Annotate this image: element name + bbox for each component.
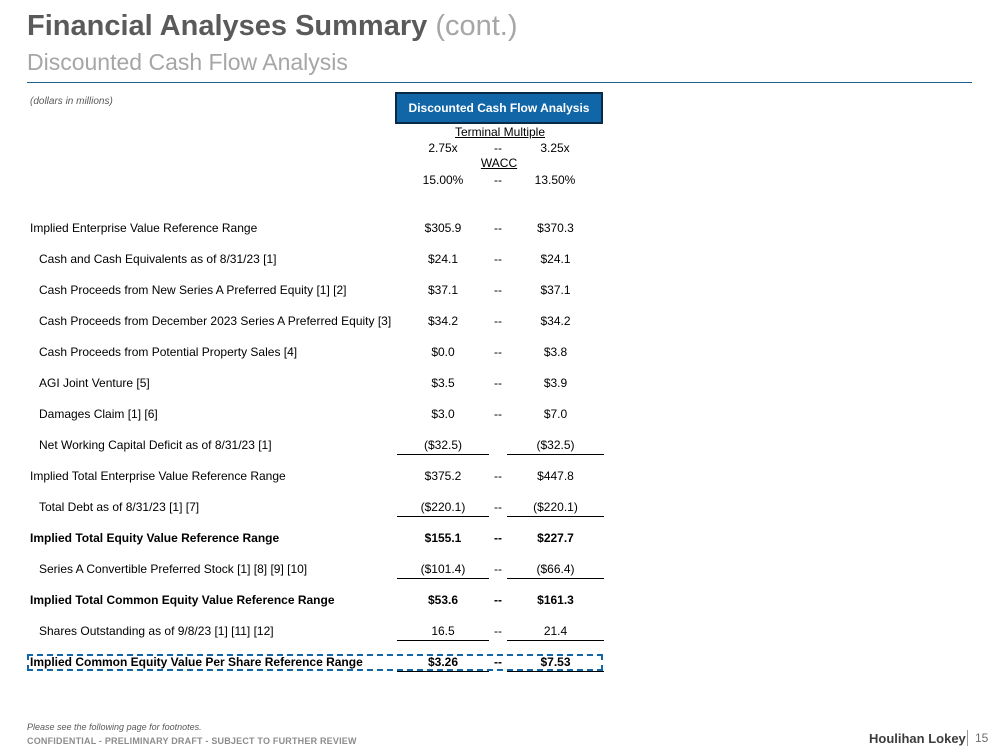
table-row: Shares Outstanding as of 9/8/23 [1] [11]… xyxy=(0,624,620,642)
row-high-value: $227.7 xyxy=(537,531,574,545)
row-label: Series A Convertible Preferred Stock [1]… xyxy=(39,562,308,576)
row-label: AGI Joint Venture [5] xyxy=(39,376,150,390)
row-high-value: $24.1 xyxy=(540,252,571,266)
wacc-low: 15.00% xyxy=(422,173,464,187)
dcf-column-header-label: Discounted Cash Flow Analysis xyxy=(408,101,590,115)
table-row: Implied Enterprise Value Reference Range… xyxy=(0,221,620,239)
row-high-value: $447.8 xyxy=(537,469,574,483)
row-high-value: $370.3 xyxy=(537,221,574,235)
row-high-value: ($32.5) xyxy=(507,438,604,455)
row-separator: -- xyxy=(494,221,502,235)
wacc-high: 13.50% xyxy=(534,173,576,187)
row-label: Shares Outstanding as of 9/8/23 [1] [11]… xyxy=(39,624,274,638)
row-label: Implied Total Equity Value Reference Ran… xyxy=(30,531,280,545)
table-row: Cash Proceeds from December 2023 Series … xyxy=(0,314,620,332)
confidentiality-notice: CONFIDENTIAL - PRELIMINARY DRAFT - SUBJE… xyxy=(27,736,357,746)
row-label: Total Debt as of 8/31/23 [1] [7] xyxy=(39,500,200,514)
terminal-multiple-high: 3.25x xyxy=(540,141,570,155)
row-high-value: $7.0 xyxy=(543,407,568,421)
row-high-value: $7.53 xyxy=(507,655,604,672)
terminal-multiple-label: Terminal Multiple xyxy=(454,125,546,139)
row-low-value: $24.1 xyxy=(427,252,459,266)
page-number: 15 xyxy=(975,731,989,745)
table-row: Implied Total Equity Value Reference Ran… xyxy=(0,531,620,549)
table-row: AGI Joint Venture [5] $3.5 -- $3.9 xyxy=(0,376,620,394)
row-label: Implied Total Common Equity Value Refere… xyxy=(30,593,335,607)
row-label: Implied Common Equity Value Per Share Re… xyxy=(30,655,363,669)
footnote-reference: Please see the following page for footno… xyxy=(27,722,202,732)
highlight-box xyxy=(27,654,603,671)
row-label: Net Working Capital Deficit as of 8/31/2… xyxy=(39,438,272,452)
row-high-value: $34.2 xyxy=(540,314,571,328)
row-label: Implied Total Enterprise Value Reference… xyxy=(30,469,286,483)
row-separator: -- xyxy=(494,531,502,545)
table-row: Total Debt as of 8/31/23 [1] [7] ($220.1… xyxy=(0,500,620,518)
row-low-value: ($220.1) xyxy=(397,500,489,517)
table-row: Series A Convertible Preferred Stock [1]… xyxy=(0,562,620,580)
table-row: Cash and Cash Equivalents as of 8/31/23 … xyxy=(0,252,620,270)
dcf-column-header: Discounted Cash Flow Analysis xyxy=(395,92,603,124)
row-low-value: $0.0 xyxy=(431,345,455,359)
title-divider xyxy=(27,82,972,83)
row-separator: -- xyxy=(494,376,502,390)
brand-logo: Houlihan Lokey xyxy=(869,731,966,746)
row-low-value: ($32.5) xyxy=(397,438,489,455)
row-label: Damages Claim [1] [6] xyxy=(39,407,158,421)
row-separator: -- xyxy=(494,283,502,297)
page-title: Financial Analyses Summary (cont.) xyxy=(27,10,518,43)
table-row: Damages Claim [1] [6] $3.0 -- $7.0 xyxy=(0,407,620,425)
row-low-value: $155.1 xyxy=(424,531,462,545)
page-title-suffix: (cont.) xyxy=(435,10,518,42)
row-separator: -- xyxy=(494,500,502,514)
row-label: Cash Proceeds from December 2023 Series … xyxy=(39,314,392,328)
row-label: Cash Proceeds from Potential Property Sa… xyxy=(39,345,298,359)
row-low-value: ($101.4) xyxy=(397,562,489,579)
row-separator: -- xyxy=(494,593,502,607)
row-low-value: $375.2 xyxy=(424,469,462,483)
table-row: Cash Proceeds from Potential Property Sa… xyxy=(0,345,620,363)
row-high-value: ($66.4) xyxy=(507,562,604,579)
wacc-sep: -- xyxy=(494,173,502,187)
row-separator: -- xyxy=(494,562,502,576)
units-note: (dollars in millions) xyxy=(30,96,113,107)
row-label: Cash Proceeds from New Series A Preferre… xyxy=(39,283,347,297)
row-separator: -- xyxy=(494,345,502,359)
row-high-value: 21.4 xyxy=(507,624,604,641)
page-title-main: Financial Analyses Summary xyxy=(27,10,428,42)
row-separator: -- xyxy=(494,655,502,669)
row-separator: -- xyxy=(494,469,502,483)
row-separator: -- xyxy=(494,252,502,266)
terminal-multiple-sep: -- xyxy=(494,141,502,155)
row-separator: -- xyxy=(494,407,502,421)
table-row-highlighted: Implied Common Equity Value Per Share Re… xyxy=(0,655,620,673)
row-separator: -- xyxy=(494,314,502,328)
row-high-value: ($220.1) xyxy=(507,500,604,517)
row-high-value: $3.8 xyxy=(543,345,568,359)
table-row: Cash Proceeds from New Series A Preferre… xyxy=(0,283,620,301)
row-low-value: 16.5 xyxy=(397,624,489,641)
row-high-value: $37.1 xyxy=(540,283,571,297)
row-high-value: $3.9 xyxy=(543,376,568,390)
row-low-value: $37.1 xyxy=(427,283,459,297)
page-subtitle: Discounted Cash Flow Analysis xyxy=(27,49,348,75)
terminal-multiple-low: 2.75x xyxy=(428,141,458,155)
row-label: Implied Enterprise Value Reference Range xyxy=(30,221,258,235)
row-low-value: $3.0 xyxy=(431,407,455,421)
footer-divider xyxy=(967,730,968,746)
table-row: Implied Total Common Equity Value Refere… xyxy=(0,593,620,611)
row-low-value: $53.6 xyxy=(427,593,459,607)
row-low-value: $3.26 xyxy=(397,655,489,672)
wacc-label: WACC xyxy=(480,156,518,170)
row-low-value: $305.9 xyxy=(424,221,462,235)
row-low-value: $34.2 xyxy=(427,314,459,328)
row-low-value: $3.5 xyxy=(431,376,455,390)
table-row: Implied Total Enterprise Value Reference… xyxy=(0,469,620,487)
row-high-value: $161.3 xyxy=(537,593,574,607)
table-row: Net Working Capital Deficit as of 8/31/2… xyxy=(0,438,620,456)
row-label: Cash and Cash Equivalents as of 8/31/23 … xyxy=(39,252,277,266)
row-separator: -- xyxy=(494,624,502,638)
